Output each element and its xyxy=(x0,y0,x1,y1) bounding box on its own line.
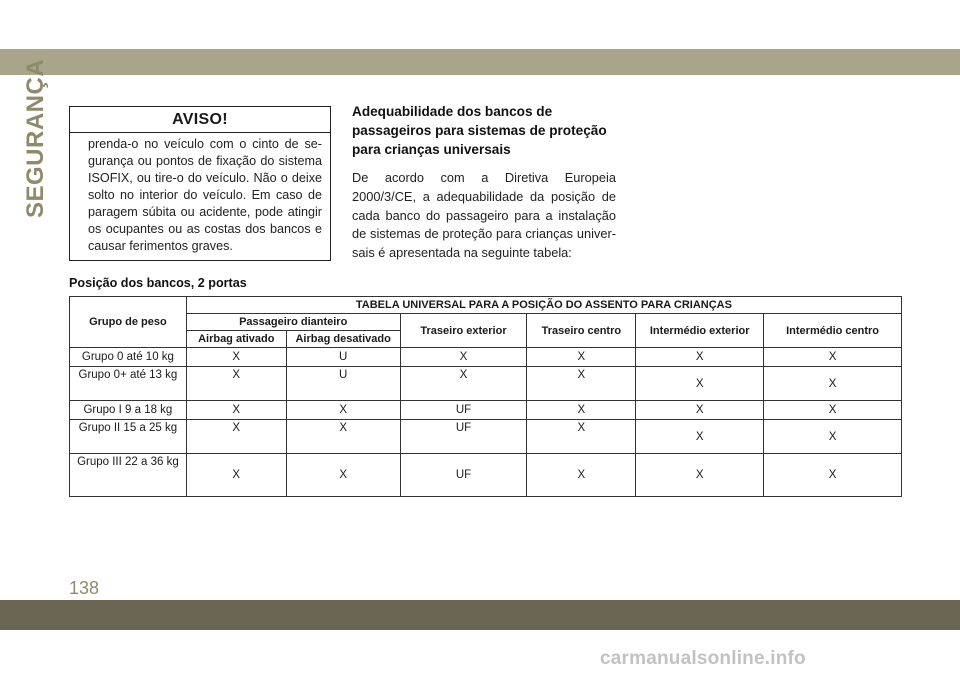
header-mid-outer: Intermédio exterior xyxy=(635,313,765,348)
cell-mid-outer: X xyxy=(635,419,765,454)
cell-rear-outer: X xyxy=(399,366,528,401)
warning-title: AVISO! xyxy=(70,107,330,133)
site-watermark: carmanualsonline.info xyxy=(600,648,806,669)
cell-group: Grupo III 22 a 36 kg xyxy=(69,453,187,497)
cell-rear-center: X xyxy=(526,400,637,420)
cell-mid-outer: X xyxy=(635,400,765,420)
footer-strip xyxy=(0,630,960,678)
cell-rear-center: X xyxy=(526,453,637,497)
header-airbag-off: Airbag desativado xyxy=(285,330,401,348)
header-airbag-on: Airbag ativado xyxy=(185,330,287,348)
cell-group: Grupo II 15 a 25 kg xyxy=(69,419,187,454)
seat-suitability-table: Grupo de peso TABELA UNIVERSAL PARA A PO… xyxy=(69,296,903,497)
section-heading: Adequabilidade dos bancos de passageiros… xyxy=(352,104,607,157)
header-rear-center: Traseiro centro xyxy=(526,313,637,348)
table-row: Grupo I 9 a 18 kg X X UF X X X xyxy=(69,400,902,420)
cell-rear-center: X xyxy=(526,347,637,367)
table-caption: Posição dos bancos, 2 portas xyxy=(69,276,247,290)
cell-mid-center: X xyxy=(763,347,902,367)
cell-group: Grupo 0+ até 13 kg xyxy=(69,366,187,401)
header-front-passenger: Passageiro dianteiro xyxy=(185,313,401,331)
table-row: Grupo 0+ até 13 kg X U X X X X xyxy=(69,366,902,401)
cell-rear-center: X xyxy=(526,366,637,401)
cell-airbag-off: X xyxy=(285,400,401,420)
suitability-section: Adequabilidade dos bancos de passageiros… xyxy=(352,102,616,263)
cell-rear-outer: UF xyxy=(399,419,528,454)
section-side-label: SEGURANÇA xyxy=(22,58,49,218)
header-rear-outer: Traseiro exterior xyxy=(399,313,528,348)
cell-airbag-off: X xyxy=(285,419,401,454)
cell-airbag-on: X xyxy=(185,366,287,401)
cell-mid-center: X xyxy=(763,453,902,497)
header-mid-center: Intermédio centro xyxy=(763,313,902,348)
page-number: 138 xyxy=(69,578,100,598)
top-color-band xyxy=(0,49,960,75)
cell-mid-outer: X xyxy=(635,366,765,401)
cell-mid-center: X xyxy=(763,400,902,420)
cell-mid-center: X xyxy=(763,419,902,454)
cell-airbag-off: U xyxy=(285,347,401,367)
cell-mid-outer: X xyxy=(635,453,765,497)
cell-mid-center: X xyxy=(763,366,902,401)
cell-group: Grupo I 9 a 18 kg xyxy=(69,400,187,420)
table-row: Grupo 0 até 10 kg X U X X X X xyxy=(69,347,902,367)
table-row: Grupo II 15 a 25 kg X X UF X X X xyxy=(69,419,902,454)
section-body: De acordo com a Diretiva Europeia 2000/3… xyxy=(352,170,616,261)
cell-rear-outer: X xyxy=(399,347,528,367)
cell-rear-outer: UF xyxy=(399,400,528,420)
warning-text: prenda-o no veículo com o cinto de se­gu… xyxy=(88,137,322,253)
cell-airbag-on: X xyxy=(185,400,287,420)
cell-mid-outer: X xyxy=(635,347,765,367)
table-row: Grupo III 22 a 36 kg X X UF X X X xyxy=(69,453,902,497)
cell-airbag-on: X xyxy=(185,453,287,497)
header-table-title: TABELA UNIVERSAL PARA A POSIÇÃO DO ASSEN… xyxy=(185,296,903,314)
cell-airbag-off: X xyxy=(285,453,401,497)
header-weight-group: Grupo de peso xyxy=(69,296,187,348)
cell-airbag-off: U xyxy=(285,366,401,401)
cell-rear-center: X xyxy=(526,419,637,454)
cell-airbag-on: X xyxy=(185,419,287,454)
cell-rear-outer: UF xyxy=(399,453,528,497)
cell-group: Grupo 0 até 10 kg xyxy=(69,347,187,367)
bottom-color-band xyxy=(0,600,960,630)
cell-airbag-on: X xyxy=(185,347,287,367)
warning-box: AVISO! prenda-o no veículo com o cinto d… xyxy=(69,106,331,261)
